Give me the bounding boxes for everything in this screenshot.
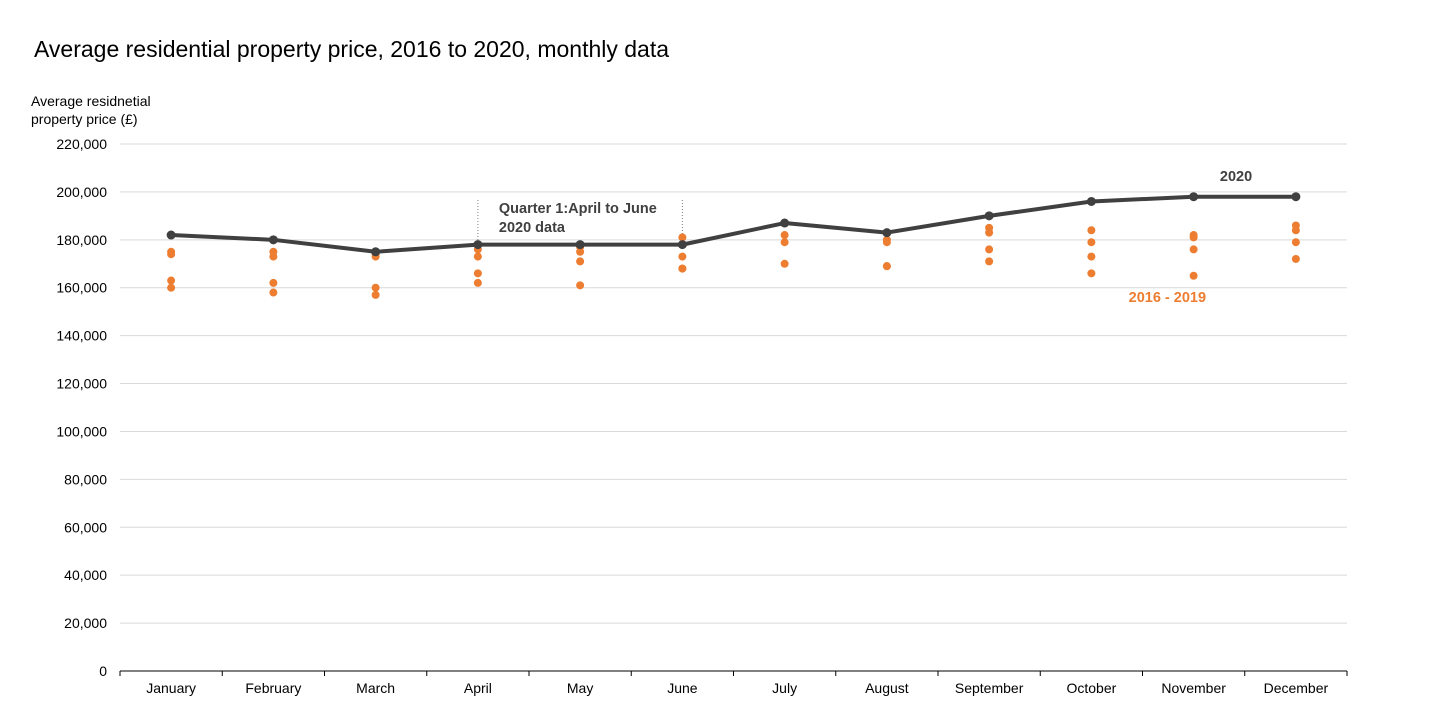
scatter-point-2016-2019 — [1189, 233, 1198, 242]
scatter-point-2016-2019 — [780, 231, 789, 240]
scatter-point-2016-2019 — [780, 259, 789, 268]
line-2020 — [171, 194, 1296, 254]
x-tick-label: August — [865, 680, 909, 696]
y-tick-label: 100,000 — [56, 423, 107, 439]
series-label-2016-2019: 2016 - 2019 — [1129, 290, 1206, 306]
scatter-point-2016-2019 — [1291, 226, 1300, 235]
x-tick-label: April — [464, 680, 492, 696]
scatter-point-2016-2019 — [473, 269, 482, 278]
line-point-2020 — [677, 240, 687, 250]
scatter-point-2016-2019 — [780, 238, 789, 247]
x-tick-label: September — [955, 680, 1024, 696]
x-tick-label: March — [356, 680, 395, 696]
scatter-point-2016-2019 — [167, 283, 176, 292]
scatter-point-2016-2019 — [269, 288, 278, 297]
scatter-point-2016-2019 — [1291, 238, 1300, 247]
scatter-point-2016-2019 — [1087, 269, 1096, 278]
scatter-point-2016-2019 — [1291, 254, 1300, 263]
scatter-point-2016-2019 — [1087, 252, 1096, 261]
y-tick-label: 140,000 — [56, 328, 107, 344]
scatter-point-2016-2019 — [576, 281, 585, 290]
line-point-2020 — [166, 230, 176, 240]
line-point-2020 — [575, 240, 585, 250]
x-tick-label: June — [667, 680, 698, 696]
y-tick-label: 20,000 — [64, 615, 107, 631]
x-tick-label: July — [772, 680, 797, 696]
scatter-point-2016-2019 — [678, 233, 687, 242]
scatter-point-2016-2019 — [985, 257, 994, 266]
y-tick-label: 180,000 — [56, 232, 107, 248]
scatter-point-2016-2019 — [473, 278, 482, 287]
chart-title: Average residential property price, 2016… — [34, 36, 670, 62]
x-tick-label: January — [146, 680, 196, 696]
y-axis-title-line-1: Average residnetial — [31, 93, 151, 109]
scatter-point-2016-2019 — [1087, 238, 1096, 247]
scatter-point-2016-2019 — [167, 250, 176, 259]
quarter-annotation-line-2: 2020 data — [499, 220, 566, 236]
y-tick-label: 160,000 — [56, 280, 107, 296]
scatter-point-2016-2019 — [371, 283, 380, 292]
quarter-annotation-line-1: Quarter 1:April to June — [499, 201, 657, 217]
scatter-point-2016-2019 — [269, 252, 278, 261]
scatter-point-2016-2019 — [985, 228, 994, 237]
x-tick-label: February — [245, 680, 301, 696]
x-tick-label: November — [1161, 680, 1226, 696]
scatter-point-2016-2019 — [167, 276, 176, 285]
scatter-point-2016-2019 — [1087, 226, 1096, 235]
line-point-2020 — [473, 240, 483, 250]
y-axis-title: Average residnetial property price (£) — [31, 92, 211, 128]
y-tick-label: 220,000 — [56, 136, 107, 152]
x-tick-label: December — [1264, 680, 1329, 696]
y-tick-label: 120,000 — [56, 376, 107, 392]
scatter-point-2016-2019 — [678, 252, 687, 261]
y-axis-title-line-2: property price (£) — [31, 111, 138, 127]
scatter-point-2016-2019 — [985, 245, 994, 254]
scatter-point-2016-2019 — [371, 290, 380, 299]
x-tick-label: May — [567, 680, 593, 696]
scatter-point-2016-2019 — [473, 252, 482, 261]
scatter-point-2016-2019 — [269, 278, 278, 287]
series-label-2020: 2020 — [1220, 169, 1252, 185]
y-tick-label: 80,000 — [64, 471, 107, 487]
y-tick-label: 40,000 — [64, 567, 107, 583]
line-point-2020 — [268, 235, 278, 245]
line-point-2020 — [1189, 192, 1199, 202]
scatter-point-2016-2019 — [576, 257, 585, 266]
scatter-point-2016-2019 — [882, 238, 891, 247]
scatter-point-2016-2019 — [576, 247, 585, 256]
scatter-point-2016-2019 — [1189, 245, 1198, 254]
y-tick-label: 200,000 — [56, 184, 107, 200]
line-point-2020 — [371, 247, 381, 257]
y-tick-label: 0 — [99, 663, 107, 679]
line-point-2020 — [984, 211, 994, 221]
line-point-2020 — [1086, 196, 1096, 206]
x-tick-label: October — [1066, 680, 1116, 696]
scatter-point-2016-2019 — [678, 264, 687, 273]
scatter-point-2016-2019 — [882, 262, 891, 271]
line-point-2020 — [1291, 192, 1301, 202]
line-point-2020 — [882, 228, 892, 238]
scatter-point-2016-2019 — [1189, 271, 1198, 280]
y-tick-label: 60,000 — [64, 519, 107, 535]
line-point-2020 — [780, 218, 790, 228]
